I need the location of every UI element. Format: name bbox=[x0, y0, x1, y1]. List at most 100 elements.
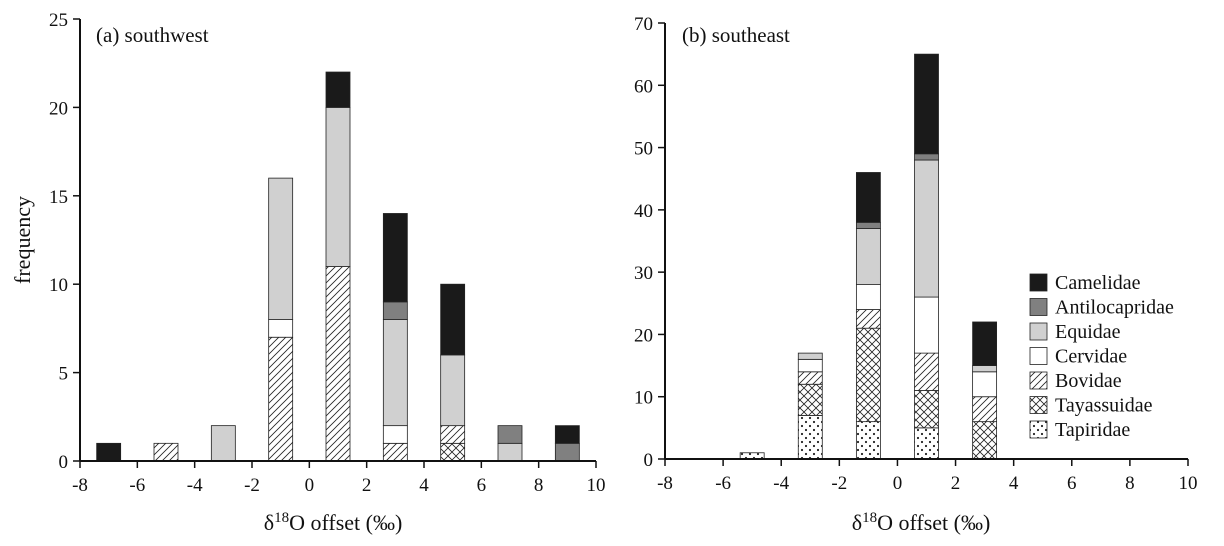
bar-equidae bbox=[325, 107, 351, 267]
bar-cervidae bbox=[268, 319, 294, 338]
y-tick-label: 0 bbox=[644, 450, 654, 471]
y-tick-label: 50 bbox=[634, 139, 653, 160]
x-tick-label: -4 bbox=[187, 475, 203, 496]
bar-cervidae bbox=[382, 425, 408, 444]
x-tick-label: 10 bbox=[587, 475, 606, 496]
bar-bovidae bbox=[153, 442, 179, 462]
legend-item-tapiridae: Tapiridae bbox=[1029, 419, 1130, 441]
panel-title-southwest: (a) southwest bbox=[96, 23, 209, 47]
legend-item-camelidae: Camelidae bbox=[1029, 272, 1141, 294]
bar-bovidae bbox=[972, 396, 998, 423]
bar-tapiridae bbox=[914, 427, 939, 460]
x-tick-label: -4 bbox=[773, 473, 789, 494]
bar-equidae bbox=[268, 177, 294, 320]
x-tick-label: 8 bbox=[1125, 473, 1135, 494]
bar-bovidae bbox=[440, 425, 466, 444]
bar-antilocapridae bbox=[855, 221, 881, 229]
x-tick-label: -8 bbox=[657, 473, 673, 494]
legend-label: Bovidae bbox=[1055, 370, 1122, 392]
y-tick-label: 20 bbox=[49, 98, 68, 119]
legend-swatch bbox=[1029, 298, 1048, 316]
y-tick-label: 40 bbox=[634, 201, 653, 222]
bars bbox=[739, 53, 998, 460]
x-axis-title: δ18O offset (‰) bbox=[264, 510, 403, 535]
bar-equidae bbox=[440, 354, 466, 427]
legend-label: Cervidae bbox=[1055, 346, 1127, 368]
panel-southwest: (a) southwest frequency δ18O offset (‰) … bbox=[10, 10, 606, 535]
legend-label: Camelidae bbox=[1055, 272, 1141, 294]
x-tick-label: -8 bbox=[72, 475, 88, 496]
legend-swatch bbox=[1029, 396, 1048, 414]
bar-camelidae bbox=[382, 213, 408, 303]
bar-cervidae bbox=[972, 371, 998, 398]
bar-equidae bbox=[382, 319, 408, 427]
x-tick-label: 10 bbox=[1179, 473, 1198, 494]
legend-label: Tayassuidae bbox=[1055, 395, 1153, 417]
y-tick-label: 70 bbox=[634, 14, 653, 35]
bar-camelidae bbox=[972, 321, 998, 366]
legend-label: Tapiridae bbox=[1055, 419, 1130, 441]
bar-equidae bbox=[972, 365, 998, 373]
bar-equidae bbox=[914, 159, 939, 298]
bar-tapiridae bbox=[797, 414, 823, 460]
x-axis-title: δ18O offset (‰) bbox=[852, 510, 991, 535]
bar-tayassuidae bbox=[440, 442, 466, 462]
x-tick-label: 4 bbox=[1009, 473, 1019, 494]
bars bbox=[96, 71, 580, 462]
bar-cervidae bbox=[914, 296, 939, 354]
bar-tayassuidae bbox=[972, 421, 998, 460]
y-axis-title: frequency bbox=[10, 196, 35, 284]
y-tick-label: 30 bbox=[634, 263, 653, 284]
x-tick-label: -6 bbox=[129, 475, 145, 496]
legend-swatch bbox=[1029, 347, 1048, 365]
legend-item-tayassuidae: Tayassuidae bbox=[1029, 395, 1153, 417]
bar-bovidae bbox=[855, 309, 881, 329]
x-tick-label: 0 bbox=[893, 473, 903, 494]
x-tick-label: -2 bbox=[831, 473, 847, 494]
bar-bovidae bbox=[914, 352, 939, 391]
legend-item-bovidae: Bovidae bbox=[1029, 370, 1122, 392]
y-tick-label: 25 bbox=[49, 10, 68, 31]
x-tick-label: 2 bbox=[951, 473, 961, 494]
bar-cervidae bbox=[797, 358, 823, 373]
bar-antilocapridae bbox=[914, 153, 939, 161]
bar-tapiridae bbox=[855, 421, 881, 460]
bar-equidae bbox=[797, 352, 823, 360]
y-tick-label: 20 bbox=[634, 325, 653, 346]
bar-bovidae bbox=[382, 442, 408, 462]
bar-equidae bbox=[497, 442, 523, 462]
y-tick-label: 15 bbox=[49, 187, 68, 208]
bar-bovidae bbox=[325, 266, 351, 462]
x-tick-label: 6 bbox=[1067, 473, 1077, 494]
bar-equidae bbox=[210, 425, 236, 462]
legend-label: Equidae bbox=[1055, 321, 1121, 343]
legend-item-cervidae: Cervidae bbox=[1029, 346, 1127, 368]
legend-swatch bbox=[1029, 322, 1048, 341]
legend-item-antilocapridae: Antilocapridae bbox=[1029, 297, 1174, 319]
legend-item-equidae: Equidae bbox=[1029, 321, 1121, 343]
bar-tayassuidae bbox=[914, 390, 939, 429]
x-tick-label: -2 bbox=[244, 475, 260, 496]
bar-camelidae bbox=[96, 442, 122, 462]
bar-camelidae bbox=[914, 53, 939, 155]
bar-camelidae bbox=[440, 283, 466, 356]
bar-camelidae bbox=[855, 172, 881, 223]
bar-camelidae bbox=[325, 71, 351, 108]
bar-bovidae bbox=[268, 336, 294, 462]
bar-antilocapridae bbox=[382, 301, 408, 320]
bar-tayassuidae bbox=[797, 383, 823, 416]
x-tick-label: 2 bbox=[362, 475, 372, 496]
bar-antilocapridae bbox=[554, 442, 580, 462]
panel-title-southeast: (b) southeast bbox=[682, 23, 790, 47]
y-tick-label: 10 bbox=[634, 388, 653, 409]
legend-swatch bbox=[1029, 420, 1048, 439]
legend-swatch bbox=[1029, 273, 1048, 292]
y-tick-label: 60 bbox=[634, 76, 653, 97]
x-tick-label: 6 bbox=[477, 475, 487, 496]
bar-cervidae bbox=[855, 284, 881, 310]
y-tick-label: 5 bbox=[59, 364, 69, 385]
x-tick-label: 0 bbox=[305, 475, 315, 496]
x-tick-label: -6 bbox=[715, 473, 731, 494]
x-tick-label: 8 bbox=[534, 475, 544, 496]
